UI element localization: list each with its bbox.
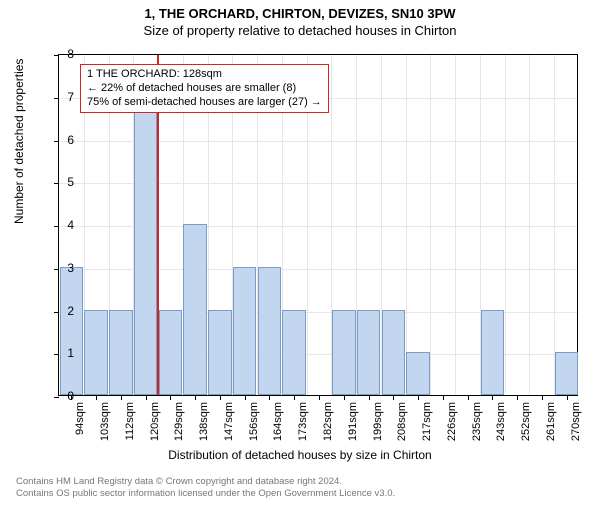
footer-line-2: Contains OS public sector information li… [16, 488, 395, 500]
annotation-line-1: 1 THE ORCHARD: 128sqm [87, 68, 322, 82]
xtick-label: 235sqm [471, 402, 483, 441]
xtick-label: 112sqm [124, 402, 136, 440]
xtick-mark [319, 395, 320, 400]
chart-title-sub: Size of property relative to detached ho… [0, 23, 600, 38]
footer-attribution: Contains HM Land Registry data © Crown c… [16, 476, 395, 500]
xtick-label: 94sqm [74, 402, 86, 435]
ytick-label: 0 [54, 389, 74, 403]
xtick-label: 261sqm [545, 402, 557, 441]
y-axis-label: Number of detached properties [12, 59, 26, 224]
xtick-mark [418, 395, 419, 400]
xtick-label: 199sqm [372, 402, 384, 441]
histogram-bar [357, 310, 381, 396]
footer-line-1: Contains HM Land Registry data © Crown c… [16, 476, 395, 488]
gridline-v [430, 55, 431, 395]
histogram-bar [233, 267, 257, 395]
xtick-label: 120sqm [149, 402, 161, 441]
annotation-line-3: 75% of semi-detached houses are larger (… [87, 96, 322, 110]
xtick-label: 129sqm [173, 402, 185, 441]
xtick-label: 243sqm [495, 402, 507, 441]
annotation-line-2: ← 22% of detached houses are smaller (8) [87, 82, 322, 96]
xtick-mark [492, 395, 493, 400]
xtick-label: 164sqm [272, 402, 284, 441]
histogram-bar [282, 310, 306, 396]
xtick-label: 103sqm [99, 402, 111, 441]
xtick-mark [393, 395, 394, 400]
ytick-label: 3 [54, 261, 74, 275]
histogram-bar [84, 310, 108, 396]
xtick-mark [294, 395, 295, 400]
ytick-label: 4 [54, 218, 74, 232]
histogram-bar [109, 310, 133, 396]
ytick-label: 2 [54, 304, 74, 318]
xtick-label: 191sqm [347, 402, 359, 441]
xtick-mark [195, 395, 196, 400]
xtick-label: 138sqm [198, 402, 210, 441]
histogram-bar [481, 310, 505, 396]
histogram-bar [134, 96, 158, 395]
xtick-mark [468, 395, 469, 400]
chart-title-main: 1, THE ORCHARD, CHIRTON, DEVIZES, SN10 3… [0, 6, 600, 21]
gridline-v [554, 55, 555, 395]
ytick-label: 6 [54, 133, 74, 147]
xtick-label: 182sqm [322, 402, 334, 441]
xtick-mark [269, 395, 270, 400]
histogram-bar [382, 310, 406, 396]
xtick-mark [517, 395, 518, 400]
histogram-bar [183, 224, 207, 395]
xtick-mark [121, 395, 122, 400]
ytick-label: 5 [54, 175, 74, 189]
ytick-label: 1 [54, 346, 74, 360]
histogram-bar [406, 352, 430, 395]
gridline-v [455, 55, 456, 395]
xtick-mark [146, 395, 147, 400]
xtick-mark [542, 395, 543, 400]
xtick-label: 147sqm [223, 402, 235, 441]
histogram-bar [555, 352, 579, 395]
plot-wrap: 1 THE ORCHARD: 128sqm ← 22% of detached … [58, 54, 578, 396]
xtick-label: 156sqm [248, 402, 260, 441]
annotation-box: 1 THE ORCHARD: 128sqm ← 22% of detached … [80, 64, 329, 113]
histogram-bar [60, 267, 84, 395]
histogram-bar [332, 310, 356, 396]
x-axis-label: Distribution of detached houses by size … [0, 448, 600, 462]
histogram-bar [159, 310, 183, 396]
histogram-bar [258, 267, 282, 395]
gridline-v [529, 55, 530, 395]
xtick-label: 252sqm [520, 402, 532, 441]
ytick-label: 8 [54, 47, 74, 61]
xtick-label: 226sqm [446, 402, 458, 441]
xtick-label: 208sqm [396, 402, 408, 441]
xtick-mark [220, 395, 221, 400]
xtick-label: 173sqm [297, 402, 309, 441]
xtick-mark [567, 395, 568, 400]
xtick-mark [245, 395, 246, 400]
xtick-mark [443, 395, 444, 400]
xtick-label: 270sqm [570, 402, 582, 441]
gridline-v [406, 55, 407, 395]
histogram-bar [208, 310, 232, 396]
ytick-label: 7 [54, 90, 74, 104]
xtick-mark [170, 395, 171, 400]
gridline-v [505, 55, 506, 395]
xtick-mark [344, 395, 345, 400]
xtick-mark [369, 395, 370, 400]
xtick-label: 217sqm [421, 402, 433, 441]
xtick-mark [96, 395, 97, 400]
